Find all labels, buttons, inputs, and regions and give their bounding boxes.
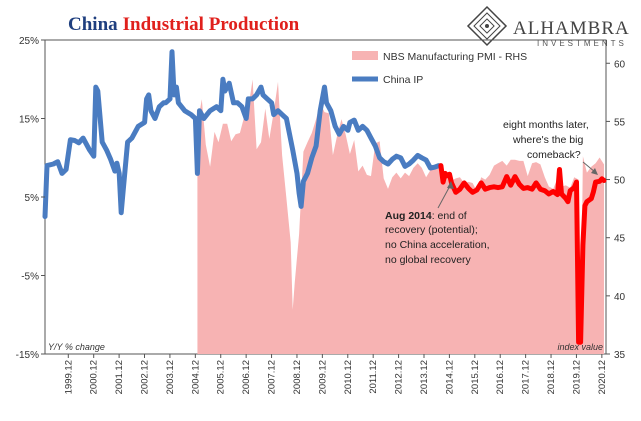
y-left-tick-label: 15% [19, 115, 39, 126]
logo-name: Alhambra [513, 18, 630, 39]
annotation-eight-months: eight months later, where's the big come… [503, 119, 598, 175]
x-tick-label: 2005.12 [216, 360, 227, 394]
annotation-aug-bold: Aug 2014 [385, 210, 432, 222]
y-left-tick-label: -15% [16, 350, 39, 361]
x-tick-label: 2010.12 [343, 360, 354, 394]
x-tick-label: 2004.12 [190, 360, 201, 394]
annotation-later-line-2: where's the big [512, 134, 583, 146]
annotation-later-arrowhead [591, 168, 598, 175]
annotation-aug-arrowhead [447, 181, 454, 189]
x-tick-label: 2016.12 [495, 360, 506, 394]
legend: NBS Manufacturing PMI - RHS China IP [352, 51, 527, 86]
y-right-tick-label: 55 [614, 117, 626, 128]
y-right-tick-label: 45 [614, 234, 626, 245]
x-tick-label: 2001.12 [114, 360, 125, 394]
y-right-tick-label: 60 [614, 59, 626, 70]
x-tick-label: 2014.12 [444, 360, 455, 394]
x-tick-label: 2015.12 [470, 360, 481, 394]
x-tick-label: 2012.12 [394, 360, 405, 394]
annotation-aug-line-1: Aug 2014: end of [385, 210, 467, 222]
y-left-tick-label: 5% [25, 193, 40, 204]
annotation-later-line-3: comeback? [527, 149, 581, 161]
x-tick-label: 2000.12 [89, 360, 100, 394]
x-tick-label: 2007.12 [267, 360, 278, 394]
annotation-aug-line-2: recovery (potential); [385, 224, 478, 236]
logo-subtitle: INVESTMENTS [537, 39, 627, 48]
series-line-ip-recent [438, 163, 607, 345]
annotation-later-arrow [582, 161, 596, 173]
x-tick-label: 2006.12 [241, 360, 252, 394]
legend-label-pmi: NBS Manufacturing PMI - RHS [383, 51, 527, 63]
plot-area: 25% 15% 5% -5% -15% 60 55 50 45 40 35 1999.12 2000.1… [16, 36, 626, 394]
annotation-aug-line-4: no global recovery [385, 254, 472, 266]
x-tick-label: 2002.12 [140, 360, 151, 394]
legend-swatch-pmi [352, 51, 378, 60]
y-left-tick-label: 25% [19, 36, 39, 47]
annotation-aug-rest: : end of [432, 210, 467, 222]
y-right-tick-label: 40 [614, 292, 626, 303]
x-tick-label: 2017.12 [521, 360, 532, 394]
chart-title-part1: China [68, 14, 118, 35]
x-tick-label: 2019.12 [571, 360, 582, 394]
series-line-ip [42, 49, 442, 220]
logo-icon [466, 5, 508, 47]
x-tick-label: 1999.12 [63, 360, 74, 394]
x-tick-label: 2008.12 [292, 360, 303, 394]
chart-title-part2: Industrial Production [123, 14, 300, 35]
legend-label-ip: China IP [383, 74, 423, 86]
x-tick-label: 2011.12 [368, 360, 379, 394]
company-logo: Alhambra INVESTMENTS [466, 5, 630, 48]
y-right-tick-label: 35 [614, 350, 626, 361]
annotation-aug-line-3: no China acceleration, [385, 239, 489, 251]
annotation-aug-2014: Aug 2014: end of recovery (potential); n… [385, 181, 489, 266]
y-left-axis-label: Y/Y % change [48, 342, 105, 352]
y-right-axis-label: index value [557, 342, 603, 352]
y-left-tick-label: -5% [21, 272, 39, 283]
y-right-tick-label: 50 [614, 176, 626, 187]
annotation-later-line-1: eight months later, [503, 119, 589, 131]
series-area-pmi [197, 79, 604, 354]
x-tick-label: 2020.12 [597, 360, 608, 394]
x-tick-label: 2013.12 [419, 360, 430, 394]
chart-title: China Industrial Production [68, 14, 300, 35]
x-tick-label: 2009.12 [317, 360, 328, 394]
x-tick-label: 2018.12 [546, 360, 557, 394]
x-tick-label: 2003.12 [165, 360, 176, 394]
